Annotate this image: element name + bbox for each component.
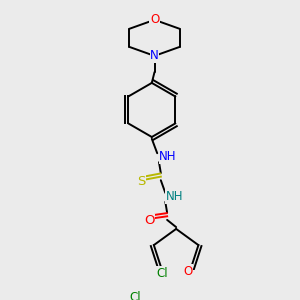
Text: Cl: Cl — [157, 267, 168, 280]
Text: NH: NH — [159, 150, 177, 163]
Text: O: O — [144, 214, 154, 227]
Text: S: S — [137, 175, 145, 188]
Text: Cl: Cl — [129, 291, 141, 300]
Text: N: N — [150, 50, 159, 62]
Text: O: O — [150, 13, 159, 26]
Text: NH: NH — [166, 190, 183, 203]
Text: O: O — [184, 265, 193, 278]
